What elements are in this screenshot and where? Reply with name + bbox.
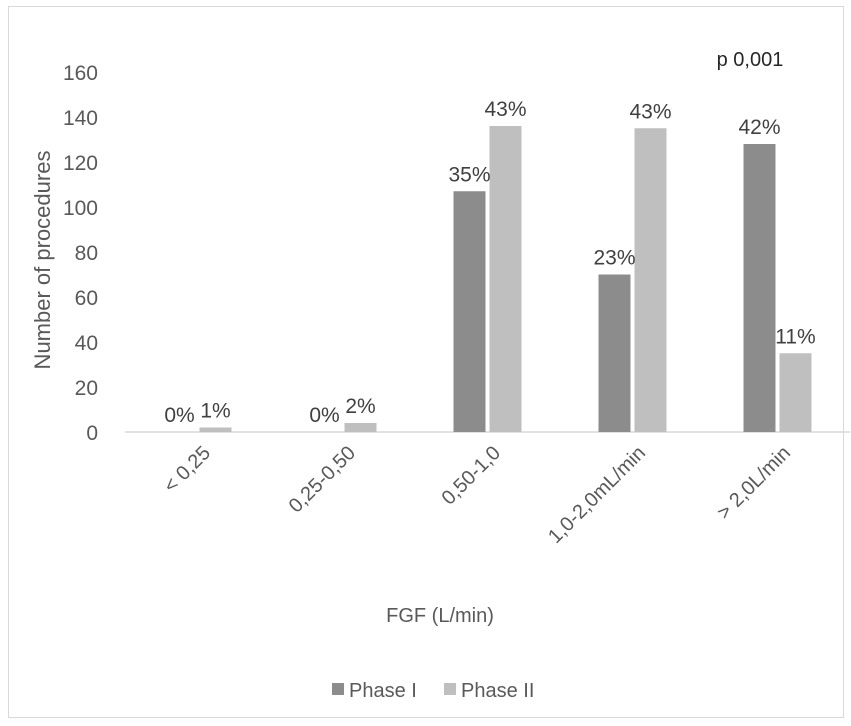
p-value-annotation: p 0,001 — [717, 49, 784, 71]
bar-data-label: 35% — [448, 163, 490, 186]
bar-data-label: 0% — [309, 404, 339, 427]
bar-data-label: 11% — [775, 325, 815, 348]
x-tick-label: > 2,0L/min — [713, 442, 795, 524]
y-axis-ticks: 0 20 40 60 80 100 120 140 160 — [63, 62, 98, 445]
bar-data-label: 2% — [345, 395, 375, 418]
x-tick-label: 1,0-2,0mL/min — [544, 442, 650, 548]
legend-label: Phase II — [461, 680, 534, 702]
y-tick-label: 160 — [63, 62, 98, 85]
y-tick-label: 20 — [75, 377, 98, 400]
y-tick-label: 60 — [75, 287, 98, 310]
legend-swatch — [332, 683, 344, 695]
y-tick-label: 0 — [86, 422, 98, 445]
x-tick-label: 0,50-1,0 — [438, 442, 505, 509]
y-axis-label: Number of procedures — [30, 151, 55, 370]
y-tick-label: 100 — [63, 197, 98, 220]
bar-data-label: 0% — [164, 404, 194, 427]
y-tick-label: 140 — [63, 107, 98, 130]
bar-phase-2 — [199, 427, 232, 432]
bar-phase-2 — [634, 128, 667, 432]
bar-data-label: 23% — [593, 247, 635, 270]
x-tick-label: < 0,25 — [160, 442, 215, 497]
legend-swatch — [444, 683, 456, 695]
bar-phase-1 — [598, 274, 631, 432]
legend-label: Phase I — [349, 680, 417, 702]
bar-phase-2 — [344, 423, 377, 432]
x-tick-label: 0,25-0,50 — [285, 442, 360, 517]
legend: Phase I Phase II — [332, 680, 534, 702]
bar-data-label: 1% — [200, 400, 230, 423]
bar-data-label: 43% — [629, 100, 671, 123]
bar-data-label: 42% — [738, 116, 780, 139]
x-axis-ticks: < 0,25 0,25-0,50 0,50-1,0 1,0-2,0mL/min > 2,… — [160, 442, 795, 548]
y-tick-label: 40 — [75, 332, 98, 355]
chart-frame — [8, 6, 844, 718]
x-axis-label: FGF (L/min) — [386, 605, 494, 627]
bar-phase-2 — [779, 353, 812, 432]
bar-phase-1 — [743, 144, 776, 432]
bar-labels-group: 0% 1% 0% 2% 35% 43% 23% 43% 42% 11% — [164, 98, 815, 427]
y-tick-label: 120 — [63, 152, 98, 175]
bars-group — [199, 126, 812, 432]
bar-phase-1 — [453, 191, 486, 432]
bar-data-label: 43% — [484, 98, 526, 121]
y-tick-label: 80 — [75, 242, 98, 265]
bar-phase-2 — [489, 126, 522, 432]
